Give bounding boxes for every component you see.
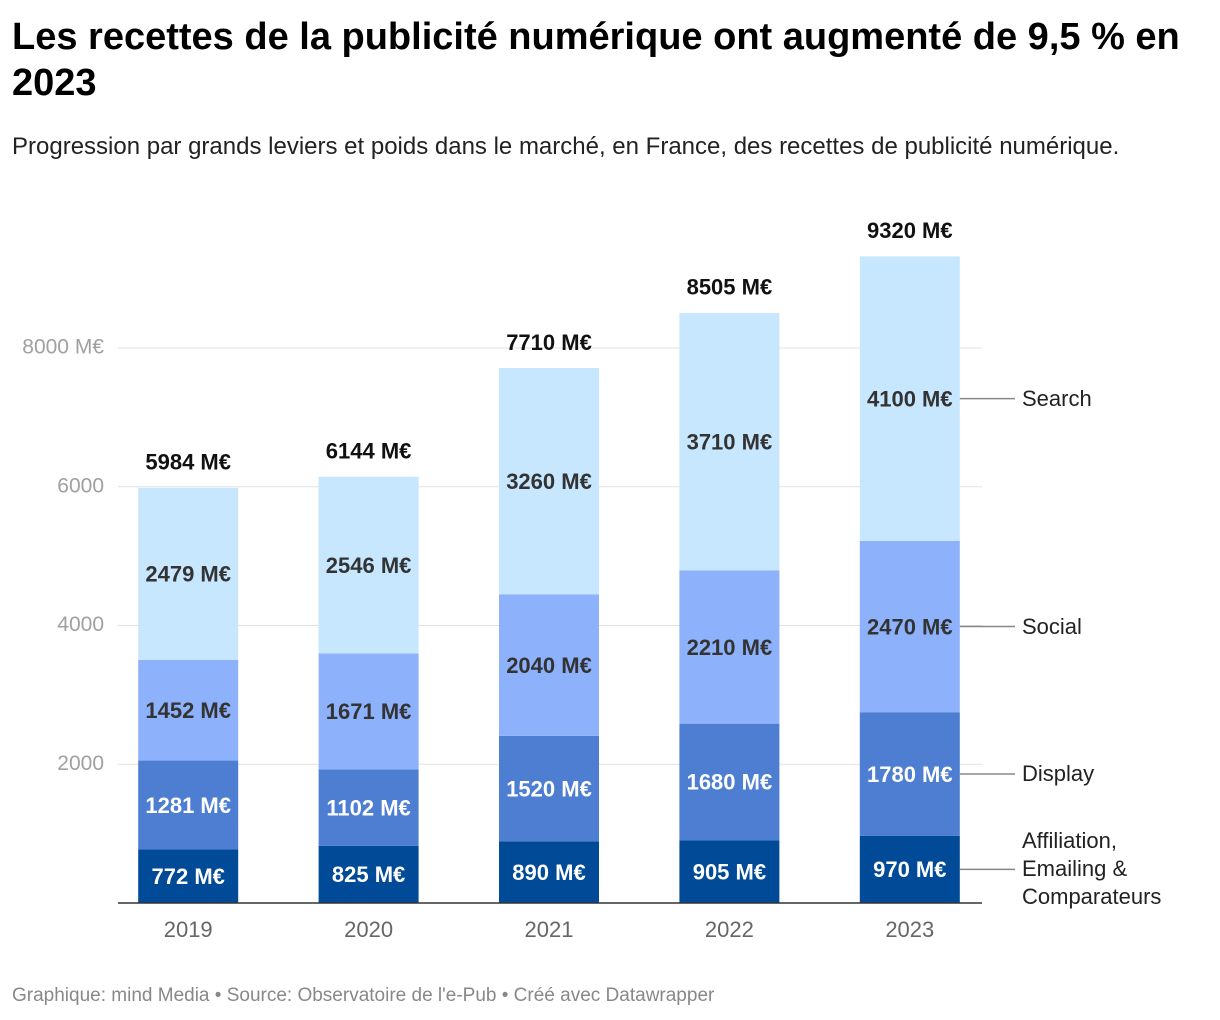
bar-segment (318, 845, 419, 903)
bar-segment (499, 735, 599, 842)
bar-segment (679, 312, 780, 571)
value-label: 825 M€ (332, 862, 405, 887)
y-tick-label: 2000 (57, 752, 104, 775)
bar-segment (318, 653, 419, 770)
value-label: 1780 M€ (867, 762, 953, 787)
legend-label: Display (1022, 760, 1095, 786)
total-label: 8505 M€ (687, 275, 773, 300)
bar-segment (138, 659, 239, 761)
value-label: 1281 M€ (145, 793, 231, 818)
bar-segment (679, 723, 780, 841)
value-label: 1680 M€ (687, 770, 773, 795)
value-label: 3710 M€ (687, 429, 773, 454)
value-label: 2210 M€ (687, 635, 773, 660)
value-label: 905 M€ (693, 859, 766, 884)
value-label: 2479 M€ (145, 562, 231, 587)
y-tick-label: 6000 (57, 474, 104, 497)
bar-segment (859, 540, 960, 713)
bar-segment (138, 760, 239, 850)
chart-subtitle: Progression par grands leviers et poids … (12, 133, 1120, 160)
footer: Graphique: mind Media • Source: Observat… (12, 985, 715, 1006)
bar-segment (679, 570, 780, 724)
value-label: 2470 M€ (867, 614, 953, 639)
x-tick-label: 2022 (705, 917, 754, 942)
bar-segment (859, 256, 960, 541)
bar-segment (499, 368, 599, 595)
total-label: 9320 M€ (867, 218, 953, 243)
chart-title: Les recettes de la publicité numérique o… (12, 16, 1180, 104)
value-label: 3260 M€ (506, 469, 592, 494)
bar-segment (859, 835, 960, 903)
value-label: 1452 M€ (145, 698, 231, 723)
legend-label: Social (1022, 613, 1082, 639)
y-tick-label: 4000 (57, 613, 104, 636)
value-label: 1671 M€ (326, 699, 412, 724)
x-tick-label: 2021 (525, 917, 574, 942)
bar-segment (138, 487, 239, 660)
bar-segment (138, 849, 239, 903)
y-tick-label: 8000 M€ (22, 335, 104, 358)
value-label: 2040 M€ (506, 653, 592, 678)
value-label: 4100 M€ (867, 386, 953, 411)
value-label: 970 M€ (873, 857, 946, 882)
value-label: 772 M€ (152, 864, 225, 889)
total-label: 5984 M€ (145, 450, 231, 475)
bar-segment (318, 476, 419, 654)
legend-label: Affiliation, Emailing & Comparateurs (1022, 828, 1162, 910)
value-label: 1102 M€ (326, 795, 410, 820)
value-label: 2546 M€ (326, 553, 412, 578)
bar-segment (859, 712, 960, 836)
bar-segment (679, 840, 780, 903)
x-tick-label: 2020 (344, 917, 393, 942)
bar-segment (499, 594, 599, 736)
bar-segment (318, 769, 419, 846)
legend-label: Search (1022, 385, 1092, 411)
total-label: 6144 M€ (326, 439, 412, 464)
x-tick-label: 2023 (885, 917, 934, 942)
x-tick-label: 2019 (164, 917, 213, 942)
value-label: 890 M€ (512, 860, 585, 885)
total-label: 7710 M€ (506, 330, 592, 355)
bar-segment (499, 841, 599, 903)
value-label: 1520 M€ (506, 776, 592, 801)
